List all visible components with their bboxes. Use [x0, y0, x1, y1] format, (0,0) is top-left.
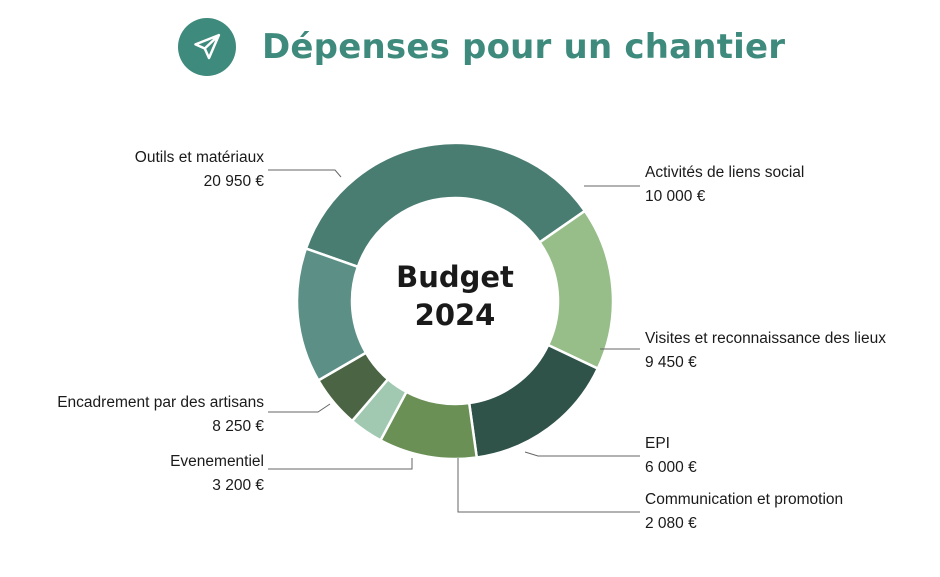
slice-value: 2 080 € [645, 515, 697, 532]
slice-value: 8 250 € [212, 418, 264, 435]
slice-value: 9 450 € [645, 354, 697, 371]
slice-name: Outils et matériaux [134, 149, 264, 166]
leader-line [268, 403, 331, 413]
slice-label-evenementiel: Evenementiel 3 200 € [170, 450, 264, 498]
slice-name: EPI [645, 435, 670, 452]
chart-center-label: Budget 2024 [355, 258, 555, 334]
logo [178, 18, 236, 76]
donut-slice [467, 343, 600, 459]
donut-slice [304, 141, 587, 269]
slice-value: 6 000 € [645, 459, 697, 476]
slice-name: Encadrement par des artisans [57, 394, 264, 411]
center-label-line-1: Budget [396, 260, 514, 294]
slice-label-visites: Visites et reconnaissance des lieux 9 45… [645, 327, 886, 375]
slice-label-epi: EPI 6 000 € [645, 432, 697, 480]
slice-name: Activités de liens social [645, 164, 805, 181]
leader-line [268, 458, 413, 470]
slice-label-activites: Activités de liens social 10 000 € [645, 161, 804, 209]
center-label-line-2: 2024 [414, 298, 496, 332]
donut-slice [295, 246, 368, 383]
slice-value: 3 200 € [212, 477, 264, 494]
slice-name: Evenementiel [170, 453, 264, 470]
paper-plane-icon [194, 33, 221, 60]
slice-value: 10 000 € [645, 188, 706, 205]
header: Dépenses pour un chantier [178, 18, 785, 76]
page-title: Dépenses pour un chantier [262, 27, 786, 67]
leader-line [457, 458, 640, 513]
slice-name: Communication et promotion [645, 491, 844, 508]
slice-label-communication: Communication et promotion 2 080 € [645, 488, 843, 536]
slice-name: Visites et reconnaissance des lieux [645, 330, 886, 347]
slice-label-outils: Outils et matériaux 20 950 € [135, 146, 264, 194]
leader-line [524, 451, 640, 457]
slice-value: 20 950 € [203, 173, 264, 190]
leader-line [268, 169, 342, 178]
slice-label-encadrement: Encadrement par des artisans 8 250 € [57, 391, 264, 439]
